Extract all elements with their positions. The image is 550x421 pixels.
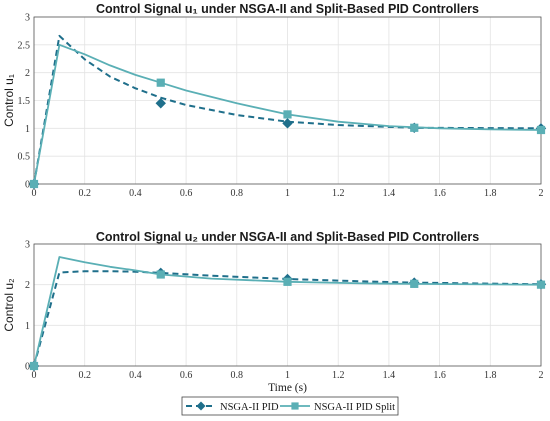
legend-marker-square [291,402,299,410]
data-point [29,361,39,371]
y-tick-label: 0 [25,362,30,373]
x-tick-label: 0.6 [180,370,193,381]
y-tick-label: 0 [25,180,30,191]
x-tick-label: 0.4 [129,370,142,381]
x-tick-label: 1.6 [433,188,446,199]
x-tick-label: 0.4 [129,188,142,199]
y-tick-label: 3 [25,240,30,251]
axes-frame [33,243,542,367]
chart-title: Control Signal u₁ under NSGA-II and Spli… [96,2,479,16]
series-line [33,34,542,185]
legend-label-nsga-ii-pid: NSGA-II PID [220,402,279,413]
chart-panel-u1: 0 0.2 0.4 0.6 0.8 1 1.2 1.4 1.6 1.8 2 0 0.5 1 1.5 2 2.5 3… [2,2,547,199]
data-point [156,78,165,87]
y-axis-label: Control u₁ [2,74,16,127]
legend: NSGA-II PID NSGA-II PID Split [181,396,399,416]
data-point [282,118,293,129]
data-point [410,279,419,288]
legend-label-nsga-ii-pid-split: NSGA-II PID Split [314,402,395,413]
x-tick-label: 2 [539,188,544,199]
x-tick-label: 0.2 [78,188,91,199]
x-tick-label: 1.8 [484,188,497,199]
y-tick-label: 0.5 [18,152,31,163]
data-point [536,280,546,289]
series-line [33,270,542,367]
x-tick-label: 0 [32,188,37,199]
legend-marker-diamond [196,401,206,411]
x-tick-label: 1 [285,188,290,199]
x-tick-label: 1.4 [383,188,396,199]
y-tick-label: 1 [25,124,30,135]
data-point [156,270,165,279]
y-tick-label: 1 [25,321,30,332]
axes-frame [33,16,542,185]
series-line [33,43,542,185]
x-tick-label: 1.6 [433,370,446,381]
y-tick-label: 1.5 [18,96,31,107]
x-tick-label: 2 [539,370,544,381]
chart-panel-u2: 0 0.2 0.4 0.6 0.8 1 1.2 1.4 1.6 1.8 2 0 1 2 3 Control S… [2,230,547,394]
x-tick-label: 0 [32,370,37,381]
y-tick-label: 2 [25,68,30,79]
x-tick-label: 1.4 [383,370,396,381]
x-tick-label: 0.6 [180,188,193,199]
y-tick-label: 2 [25,280,30,291]
x-tick-label: 1.2 [332,370,345,381]
data-point [536,125,546,135]
data-point [283,110,292,119]
data-point [283,277,292,286]
chart-title: Control Signal u₂ under NSGA-II and Spli… [96,230,479,244]
y-tick-label: 3 [25,13,30,24]
y-tick-label: 2.5 [18,40,31,51]
x-tick-label: 1.2 [332,188,345,199]
x-tick-label: 0.8 [231,188,244,199]
data-point [155,98,166,109]
x-tick-label: 1 [285,370,290,381]
x-tick-label: 0.2 [78,370,91,381]
data-point [29,179,39,189]
x-tick-label: 1.8 [484,370,497,381]
y-axis-label: Control u₂ [2,278,16,332]
x-tick-label: 0.8 [231,370,244,381]
data-point [410,123,419,132]
x-axis-label: Time (s) [268,382,307,394]
